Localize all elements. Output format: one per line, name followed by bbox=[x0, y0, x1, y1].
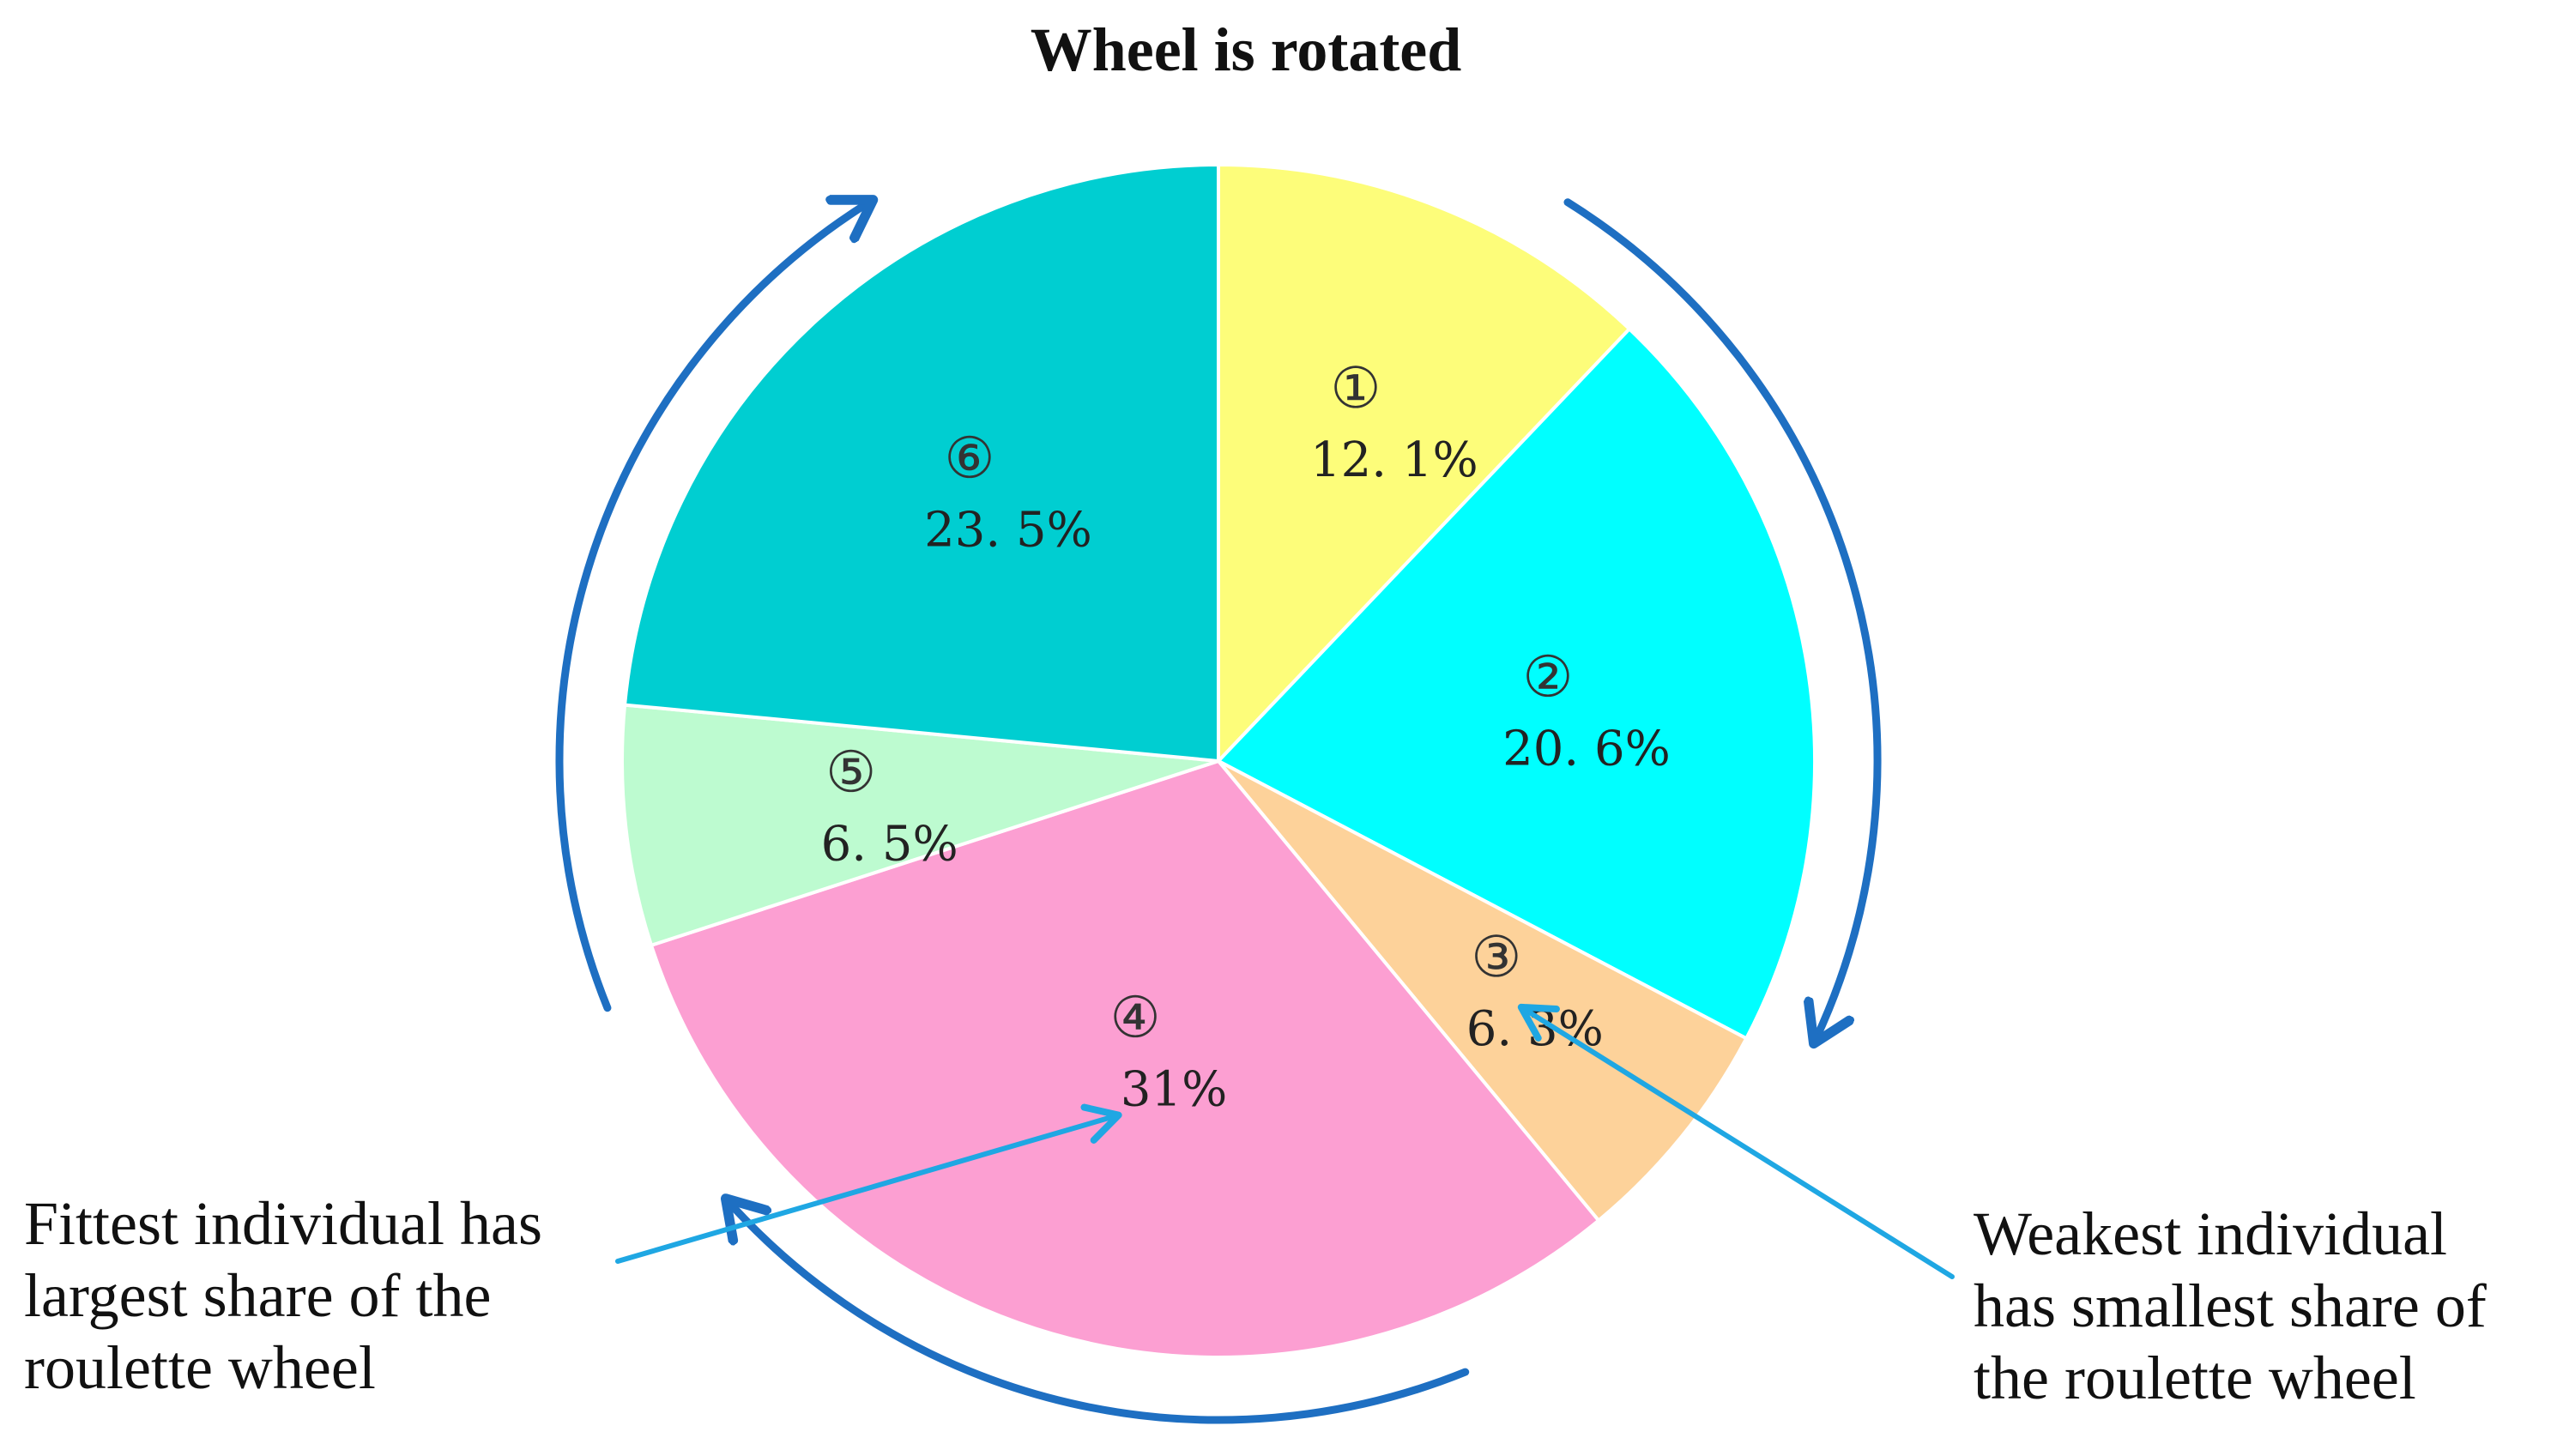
slice-value-label-4: 31% bbox=[1121, 1062, 1227, 1118]
slice-value-label-1: 12. 1% bbox=[1310, 432, 1478, 488]
slice-index-label-1: ① bbox=[1330, 355, 1381, 421]
slice-index-label-5: ⑤ bbox=[825, 739, 876, 805]
rotation-arrow-bottom bbox=[728, 1202, 1470, 1424]
pie-slices bbox=[620, 163, 1816, 1360]
annotation-line: Fittest individual has bbox=[24, 1189, 542, 1258]
pie-slice-2 bbox=[1217, 327, 1816, 1041]
annotation-line: the roulette wheel bbox=[1974, 1344, 2416, 1412]
pie-slice-1 bbox=[1217, 163, 1631, 763]
weakest-pointer-arrow bbox=[1517, 1003, 1955, 1279]
pie-slice-3 bbox=[1217, 759, 1749, 1223]
annotation-line: Weakest individual bbox=[1974, 1199, 2447, 1268]
slice-labels: ①12. 1%②20. 6%③6. 3%④31%⑤6. 5%⑥23. 5% bbox=[821, 355, 1671, 1118]
pie-slice-5 bbox=[620, 703, 1220, 947]
fittest-pointer-arrow bbox=[615, 1103, 1122, 1264]
rotation-arrow-left bbox=[555, 202, 869, 1012]
pie-slice-4 bbox=[650, 759, 1601, 1360]
slice-value-label-6: 23. 5% bbox=[924, 502, 1092, 558]
pointer-arrows bbox=[615, 1003, 1955, 1279]
rotation-arrow-right bbox=[1563, 198, 1882, 1040]
weakest-annotation: Weakest individual has smallest share of t… bbox=[1974, 1199, 2487, 1412]
annotation-line: largest share of the bbox=[24, 1261, 491, 1330]
slice-value-label-5: 6. 5% bbox=[821, 816, 958, 872]
annotation-line: roulette wheel bbox=[24, 1333, 376, 1402]
slice-index-label-3: ③ bbox=[1471, 924, 1521, 990]
chart-title: Wheel is rotated bbox=[1031, 15, 1462, 84]
annotation-line: has smallest share of bbox=[1974, 1272, 2487, 1340]
slice-value-label-2: 20. 6% bbox=[1502, 722, 1671, 777]
slice-index-label-4: ④ bbox=[1110, 985, 1161, 1051]
fittest-annotation: Fittest individual has largest share of t… bbox=[24, 1189, 542, 1402]
slice-index-label-6: ⑥ bbox=[944, 425, 994, 491]
pie-slice-6 bbox=[623, 163, 1220, 763]
slice-index-label-2: ② bbox=[1522, 644, 1573, 710]
rotation-arrows bbox=[555, 198, 1882, 1424]
